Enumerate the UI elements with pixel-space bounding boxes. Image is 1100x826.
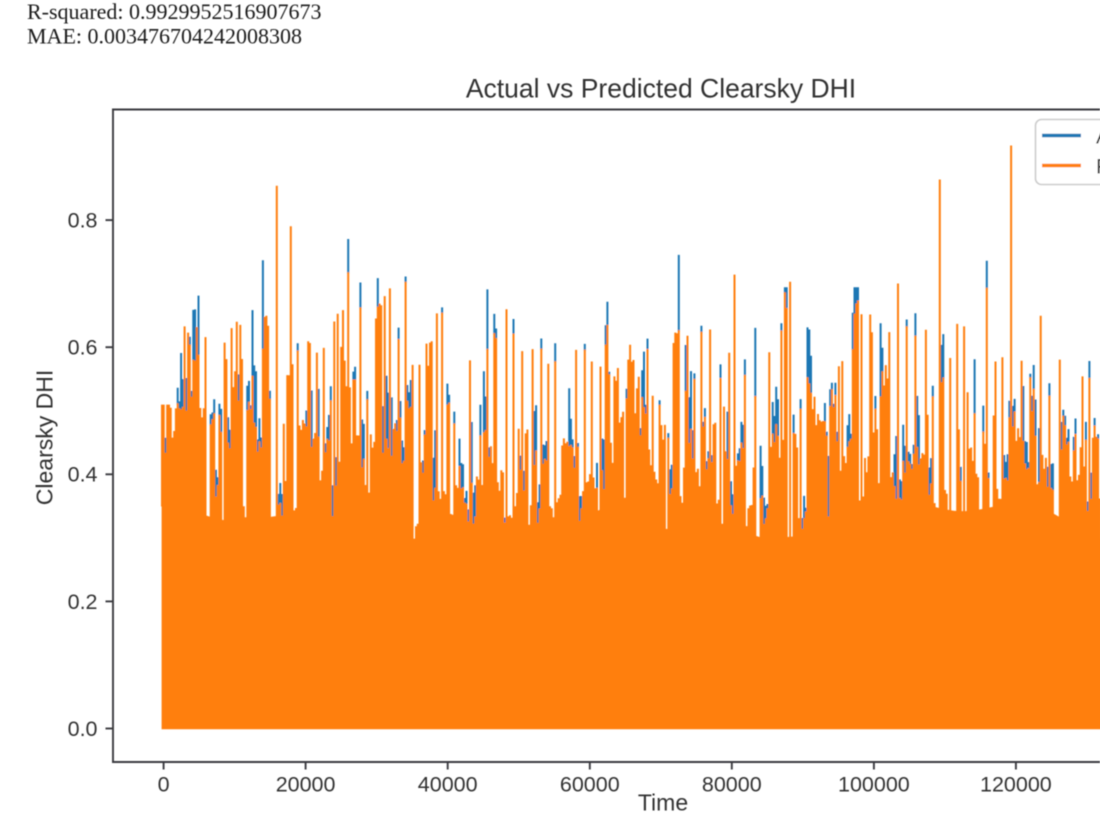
svg-text:R-squared: 0.9929952516907673: R-squared: 0.9929952516907673 [27,0,322,24]
svg-text:0.0: 0.0 [68,717,98,741]
svg-text:0.6: 0.6 [68,336,98,360]
svg-text:Actual: Actual [1096,125,1100,149]
svg-text:Predicted: Predicted [1096,155,1100,179]
svg-text:40000: 40000 [418,773,478,797]
svg-text:Time: Time [638,790,688,816]
svg-text:80000: 80000 [702,773,762,797]
svg-text:0.2: 0.2 [68,590,98,614]
svg-text:120000: 120000 [980,773,1052,797]
svg-text:MAE: 0.003476704242008308: MAE: 0.003476704242008308 [27,24,302,49]
svg-text:100000: 100000 [838,773,910,797]
svg-text:Actual vs Predicted Clearsky D: Actual vs Predicted Clearsky DHI [466,74,856,104]
svg-text:0.8: 0.8 [68,209,98,233]
svg-text:Clearsky DHI: Clearsky DHI [32,370,58,505]
svg-text:0: 0 [158,773,170,797]
svg-text:60000: 60000 [560,773,620,797]
svg-text:20000: 20000 [276,773,336,797]
svg-text:0.4: 0.4 [68,463,98,487]
